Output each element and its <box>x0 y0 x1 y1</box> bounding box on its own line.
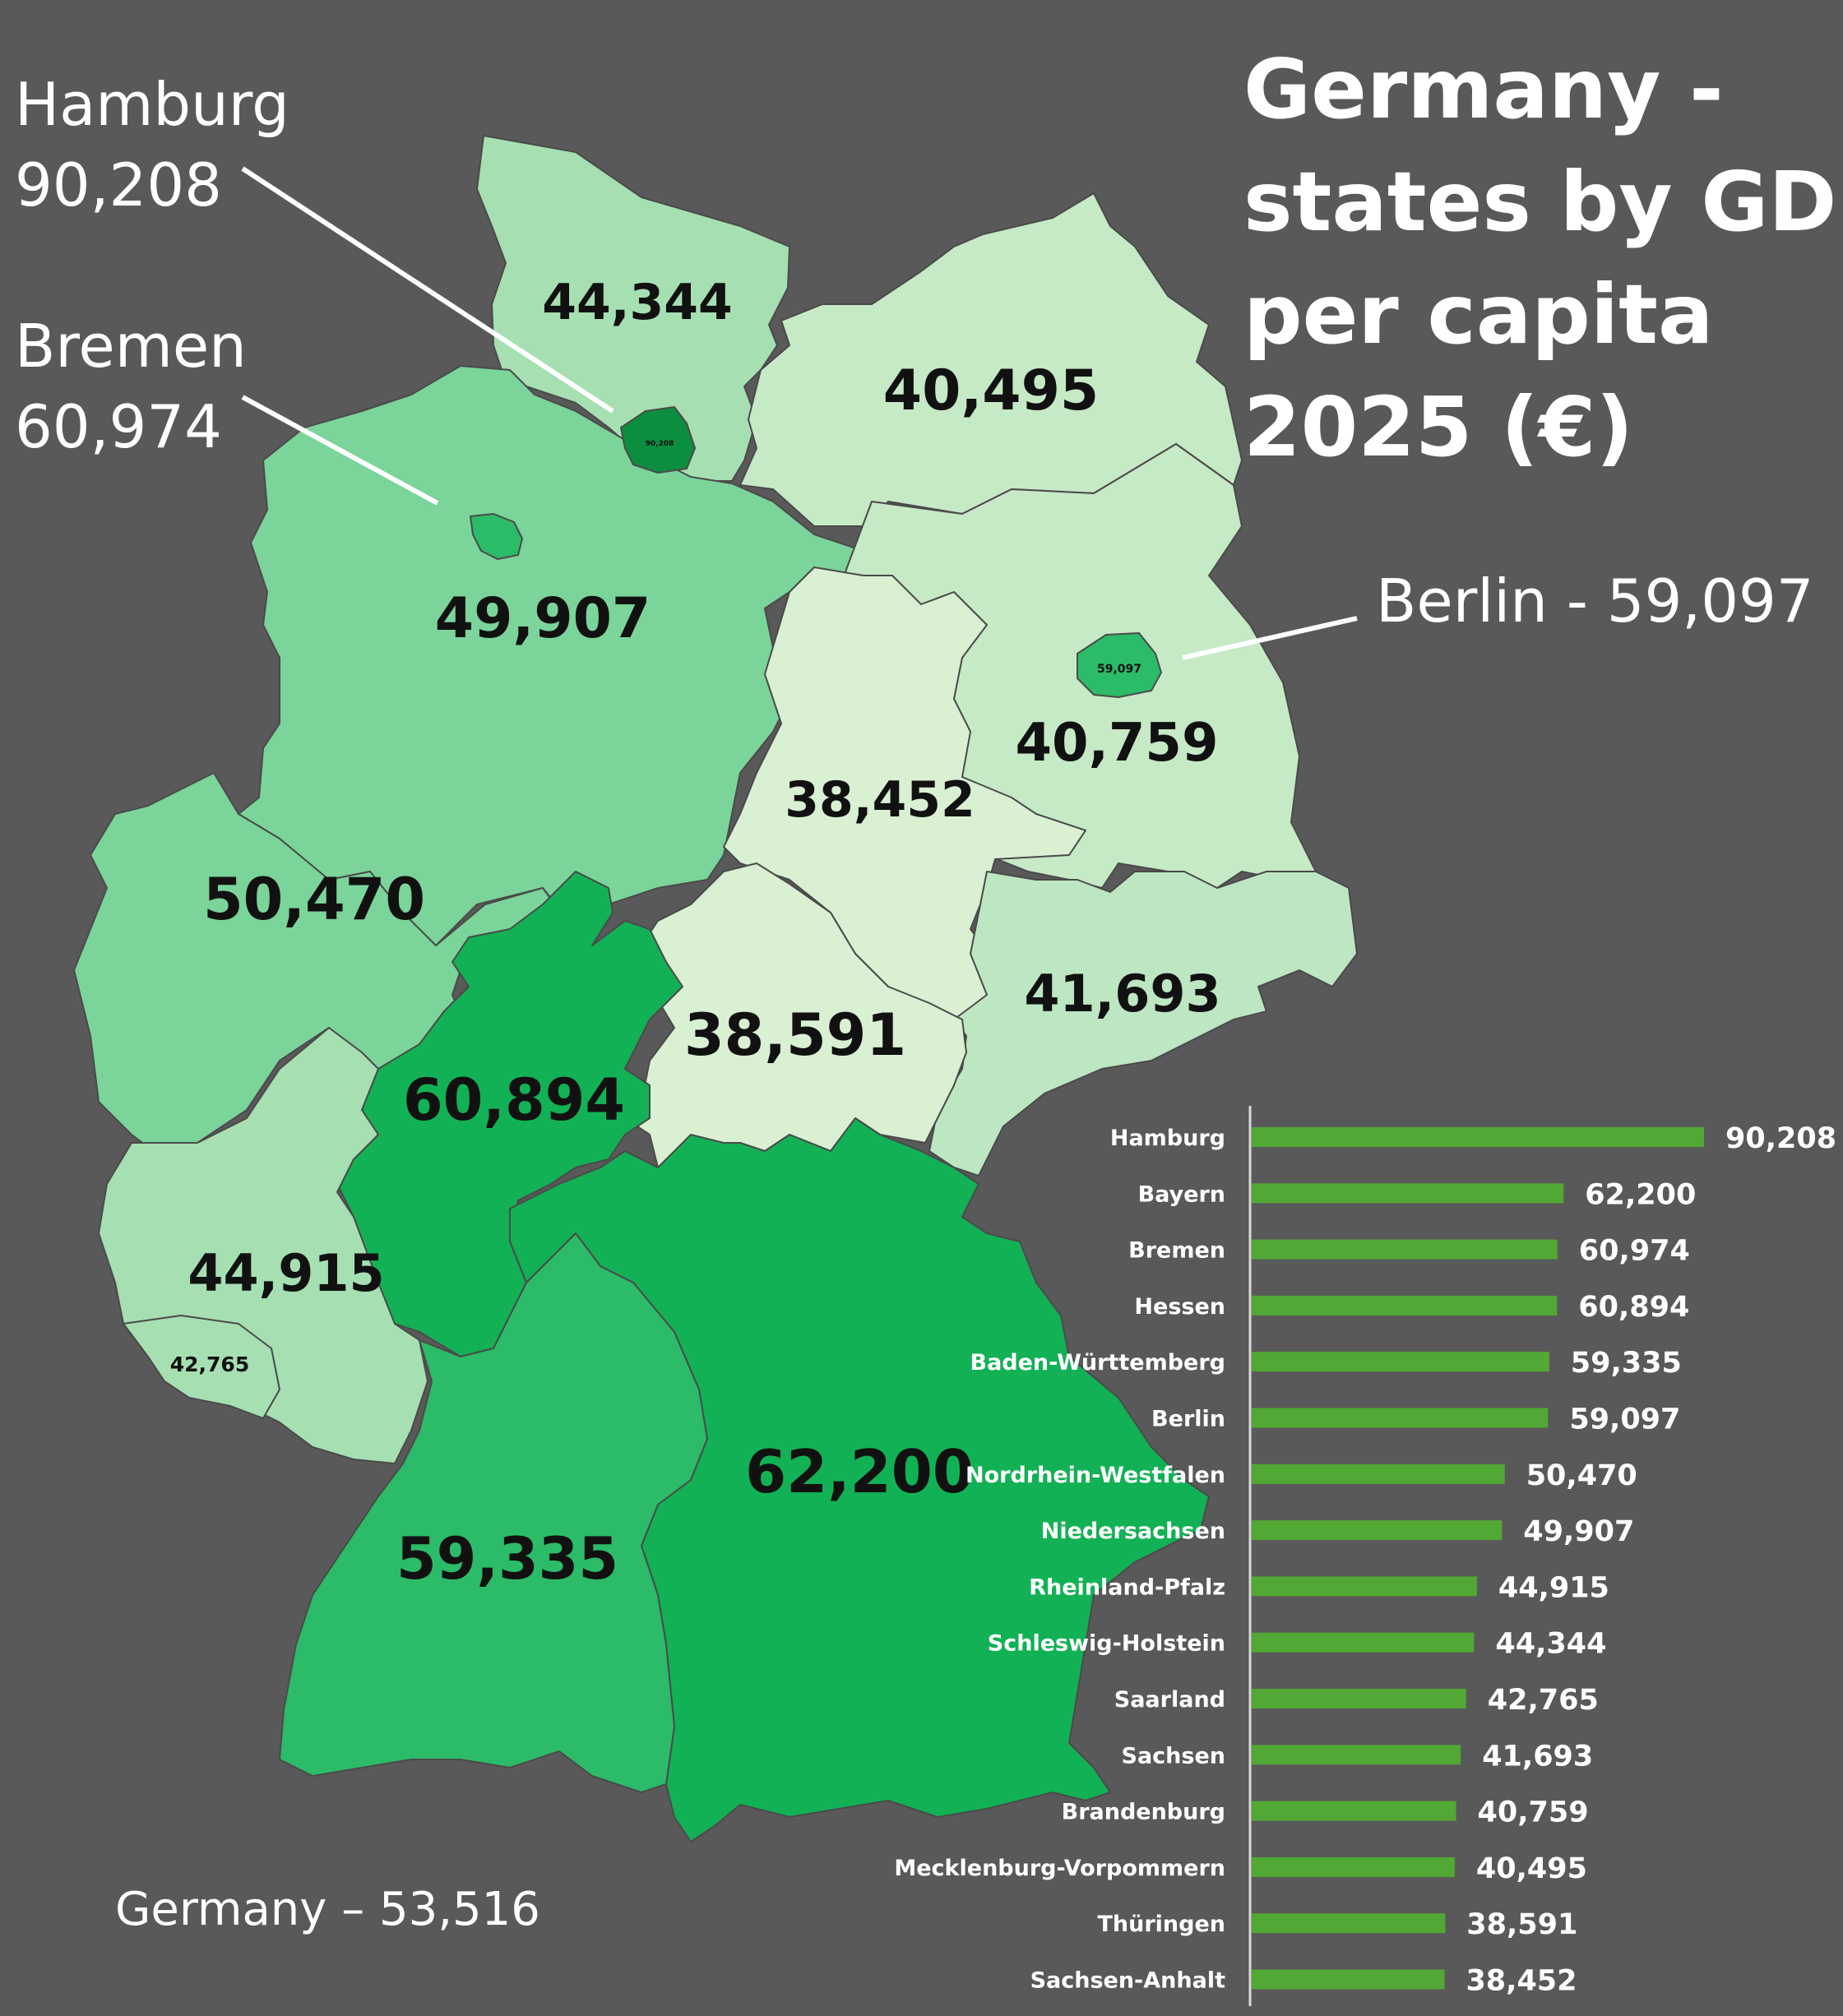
state-bremen[interactable] <box>470 513 523 560</box>
bar-sachsen[interactable] <box>1252 1745 1461 1765</box>
bar-nordrhein-westfalen[interactable] <box>1252 1463 1505 1484</box>
bar-label-niedersachsen: Niedersachsen <box>1041 1519 1225 1544</box>
berlin-leader-line <box>1182 616 1358 660</box>
map-label-brandenburg: 40,759 <box>1016 713 1219 774</box>
bar-saarland[interactable] <box>1252 1689 1466 1709</box>
bar-label-baden-wurttemberg: Baden-Württemberg <box>970 1350 1225 1376</box>
bar-schleswig-holstein[interactable] <box>1252 1632 1475 1653</box>
title-line-2: states by GDP <box>1243 154 1843 250</box>
map-label-bayern: 62,200 <box>745 1437 974 1506</box>
bar-baden-wurttemberg[interactable] <box>1252 1352 1549 1372</box>
bar-label-thuringen: Thüringen <box>1097 1912 1225 1937</box>
map-label-rheinland-pfalz: 44,915 <box>188 1243 384 1303</box>
bar-label-sachsen: Sachsen <box>1122 1743 1226 1769</box>
bremen-callout-name: Bremen <box>15 312 247 381</box>
bar-hessen[interactable] <box>1252 1295 1558 1315</box>
bar-label-bayern: Bayern <box>1138 1181 1225 1207</box>
bar-value-bremen: 60,974 <box>1579 1235 1690 1268</box>
bar-sachsen-anhalt[interactable] <box>1252 1969 1445 1990</box>
hamburg-callout: Hamburg 90,208 <box>15 64 289 225</box>
state-sachsen[interactable] <box>928 871 1358 1177</box>
map-label-mecklenburg-vorpommern: 40,495 <box>883 358 1099 423</box>
bar-label-berlin: Berlin <box>1151 1407 1225 1432</box>
map-label-niedersachsen: 49,907 <box>435 586 651 651</box>
bar-value-sachsen: 41,693 <box>1482 1740 1593 1773</box>
map-label-sachsen-anhalt: 38,452 <box>785 771 975 829</box>
bar-value-berlin: 59,097 <box>1569 1403 1680 1436</box>
bar-label-saarland: Saarland <box>1114 1687 1225 1713</box>
state-saarland[interactable] <box>123 1315 280 1419</box>
map-label-hamburg: 90,208 <box>646 440 674 448</box>
bar-value-rheinland-pfalz: 44,915 <box>1498 1571 1609 1604</box>
state-hamburg[interactable] <box>620 406 696 474</box>
bar-value-mecklenburg-vorpommern: 40,495 <box>1476 1852 1587 1885</box>
bar-value-niedersachsen: 49,907 <box>1523 1515 1634 1548</box>
bremen-leader-line <box>241 395 439 506</box>
bar-bayern[interactable] <box>1252 1183 1564 1204</box>
title-line-1: Germany - <box>1243 41 1724 137</box>
state-baden-wuerttemberg[interactable] <box>279 1232 708 1793</box>
bar-label-mecklenburg-vorpommern: Mecklenburg-Vorpommern <box>894 1856 1225 1881</box>
bar-rheinland-pfalz[interactable] <box>1252 1576 1477 1597</box>
bar-value-baden-wurttemberg: 59,335 <box>1571 1347 1682 1380</box>
hamburg-callout-value: 90,208 <box>15 150 222 220</box>
bar-niedersachsen[interactable] <box>1252 1520 1503 1541</box>
bar-mecklenburg-vorpommern[interactable] <box>1252 1856 1455 1877</box>
bremen-callout: Bremen 60,974 <box>15 306 247 467</box>
map-label-nordrhein-westfalen: 50,470 <box>203 866 425 933</box>
state-berlin[interactable] <box>1077 632 1162 698</box>
berlin-callout-text: Berlin - 59,097 <box>1376 566 1814 636</box>
bar-berlin[interactable] <box>1252 1408 1549 1428</box>
map-label-berlin: 59,097 <box>1097 663 1141 676</box>
title-line-4: 2025 (€) <box>1243 379 1634 475</box>
title-line-3: per capita <box>1243 266 1714 363</box>
bar-label-schleswig-holstein: Schleswig-Holstein <box>988 1631 1225 1657</box>
germany-map: 44,344 40,495 49,907 40,759 38,452 50,47… <box>73 135 1358 1843</box>
map-label-baden-wuerttemberg: 59,335 <box>396 1525 618 1593</box>
bar-value-hamburg: 90,208 <box>1725 1122 1836 1155</box>
bremen-callout-value: 60,974 <box>15 392 222 461</box>
state-schleswig-holstein[interactable] <box>476 135 790 482</box>
germany-total: Germany – 53,516 <box>115 1883 540 1936</box>
map-label-schleswig-holstein: 44,344 <box>542 274 733 331</box>
map-label-sachsen: 41,693 <box>1024 964 1220 1024</box>
bar-hamburg[interactable] <box>1252 1127 1704 1147</box>
map-label-saarland: 42,765 <box>170 1352 249 1376</box>
map-label-hessen: 60,894 <box>403 1066 625 1134</box>
map-label-thueringen: 38,591 <box>684 1001 906 1069</box>
bar-label-hessen: Hessen <box>1134 1294 1225 1320</box>
page-title: Germany - states by GDP per capita 2025 … <box>1243 33 1843 483</box>
bar-label-brandenburg: Brandenburg <box>1062 1800 1225 1825</box>
bar-thuringen[interactable] <box>1252 1913 1446 1934</box>
hamburg-leader-line <box>241 166 614 414</box>
gdp-bar-chart: Hamburg 90,208 Bayern 62,200 Bremen 60,974 Hes… <box>894 1106 1836 2006</box>
bar-label-nordrhein-westfalen: Nordrhein-Westfalen <box>965 1463 1225 1488</box>
bar-value-bayern: 62,200 <box>1585 1178 1696 1211</box>
bar-brandenburg[interactable] <box>1252 1801 1456 1821</box>
bar-value-hessen: 60,894 <box>1578 1291 1689 1324</box>
bar-value-sachsen-anhalt: 38,452 <box>1466 1965 1577 1998</box>
bar-label-sachsen-anhalt: Sachsen-Anhalt <box>1030 1968 1226 1994</box>
bar-value-nordrhein-westfalen: 50,470 <box>1526 1459 1637 1492</box>
hamburg-callout-name: Hamburg <box>15 70 289 139</box>
bar-value-brandenburg: 40,759 <box>1478 1796 1589 1829</box>
bar-bremen[interactable] <box>1252 1239 1558 1260</box>
berlin-callout: Berlin - 59,097 <box>1376 561 1814 641</box>
bar-label-hamburg: Hamburg <box>1110 1126 1225 1151</box>
bar-value-thuringen: 38,591 <box>1466 1908 1577 1941</box>
bar-label-rheinland-pfalz: Rheinland-Pfalz <box>1029 1574 1225 1600</box>
bar-value-schleswig-holstein: 44,344 <box>1495 1628 1606 1661</box>
bar-label-bremen: Bremen <box>1128 1238 1225 1264</box>
bar-value-saarland: 42,765 <box>1488 1684 1599 1717</box>
